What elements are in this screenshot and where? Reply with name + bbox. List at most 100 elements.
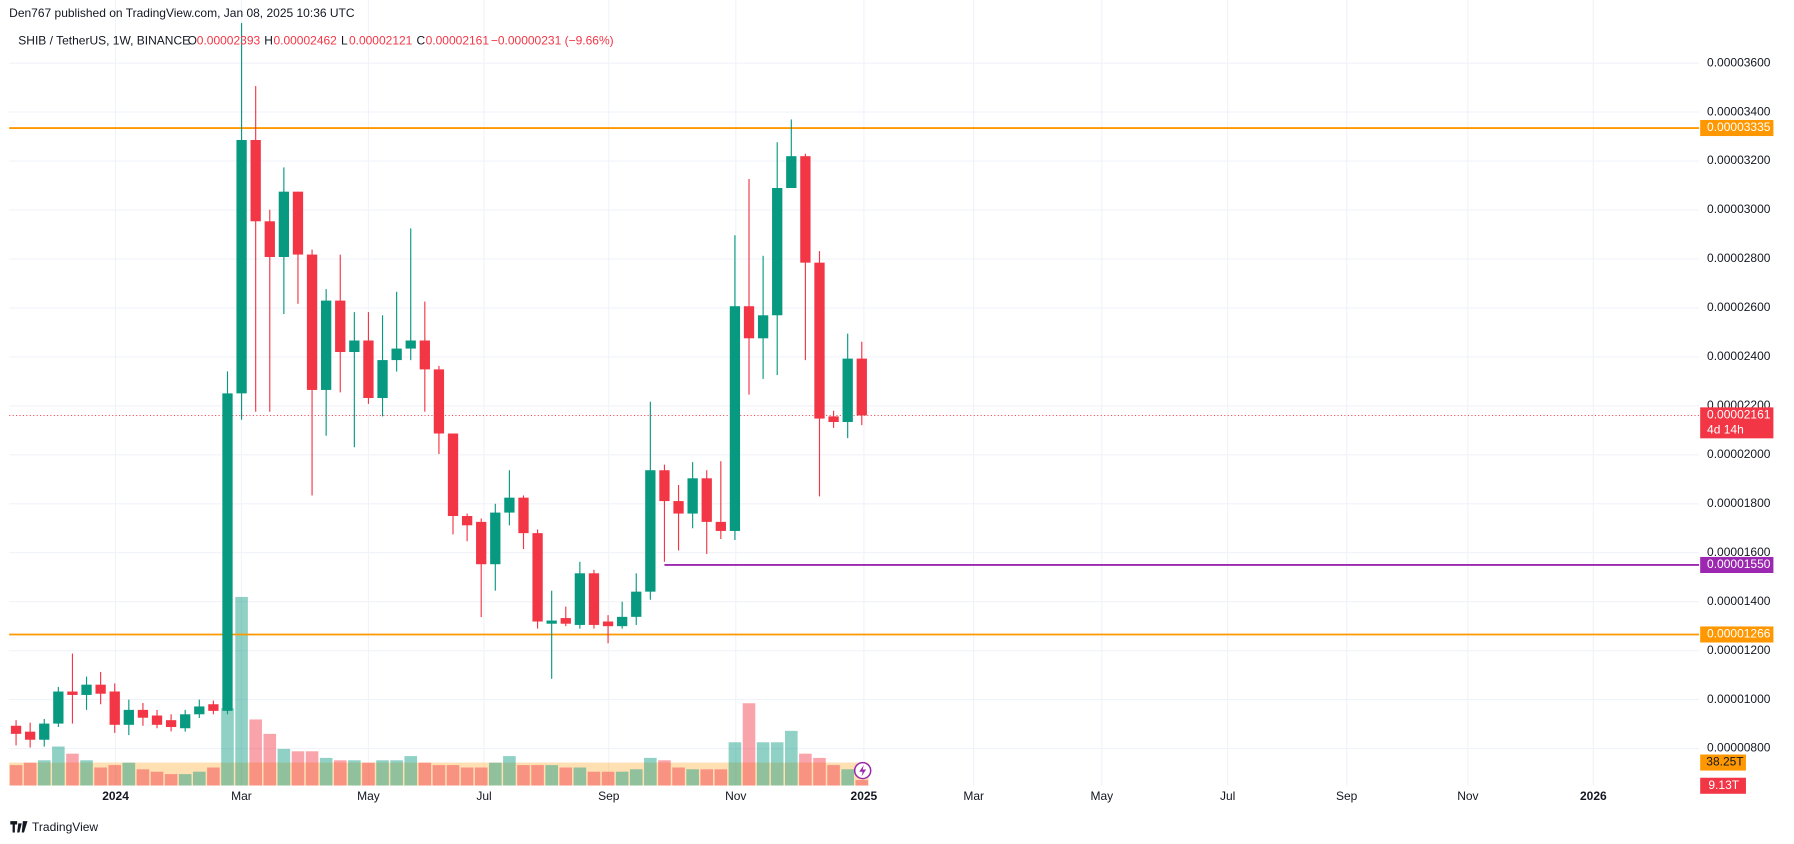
candle-body <box>292 191 304 255</box>
candle-body <box>151 715 163 725</box>
published-note: Den767 published on TradingView.com, Jan… <box>9 6 355 20</box>
volume-bar <box>66 753 79 786</box>
level-label-box <box>1700 119 1774 137</box>
volume-bar <box>108 765 122 786</box>
volume-bar <box>644 757 657 786</box>
candle-body <box>53 691 64 724</box>
candle-body <box>701 478 712 522</box>
candle-body <box>504 497 515 513</box>
volume-bar <box>629 769 643 786</box>
volume-bar <box>686 769 699 786</box>
axes: 0.00003600 0.00003400 0.00003200 0.00003000… <box>102 55 1774 803</box>
candle-body <box>743 306 755 339</box>
x-tick-label: Sep <box>1336 789 1358 803</box>
volume-bar <box>193 771 206 786</box>
level-label: 0.00001550 <box>1707 557 1771 571</box>
candle-body <box>349 340 360 353</box>
candle-body <box>180 714 191 729</box>
volume-bar <box>742 703 756 786</box>
x-tick-label: Sep <box>598 789 620 803</box>
candle-body <box>95 684 106 694</box>
legend-close: 0.00002161 <box>426 33 490 47</box>
candle-body <box>786 156 797 188</box>
candle-body <box>67 691 78 695</box>
volume-bar <box>714 769 728 786</box>
volume-bar <box>80 760 93 786</box>
legend-o: O <box>188 33 197 47</box>
candle-body <box>81 684 92 695</box>
volume-bar <box>305 751 319 786</box>
logo-mark <box>10 821 28 833</box>
volume-bar <box>207 767 220 786</box>
level-label-box <box>1700 626 1774 643</box>
volume-bar <box>531 765 544 786</box>
candle-body <box>39 723 50 740</box>
legend-open: 0.00002393 <box>197 33 261 47</box>
legend-c: C <box>416 33 425 47</box>
volume-bar <box>150 771 164 786</box>
x-tick-label: May <box>357 789 380 803</box>
price-label-box <box>1700 407 1774 439</box>
volume-bar <box>489 762 502 786</box>
candle-body <box>25 731 36 740</box>
volume-bar <box>841 769 854 786</box>
volume-bar <box>291 751 305 786</box>
y-tick-label: 0.00001000 <box>1707 692 1771 706</box>
volume-bar <box>122 762 136 786</box>
x-tick-label: Mar <box>963 789 984 803</box>
volume-bar <box>390 760 403 786</box>
legend-l: L <box>341 33 348 47</box>
candle-body <box>842 358 853 423</box>
volume-bar <box>263 733 277 786</box>
candle-body <box>222 393 233 711</box>
volume-bar <box>348 760 361 786</box>
volume-bar <box>319 757 333 786</box>
candle-body <box>814 262 825 419</box>
candle-body <box>617 616 628 627</box>
x-tick-label: May <box>1090 789 1113 803</box>
candle-body <box>405 340 416 349</box>
candle-body <box>306 254 318 390</box>
volume-last-label: 9.13T <box>1708 778 1739 792</box>
volume-bar <box>418 762 432 786</box>
candle-body <box>391 348 402 361</box>
volume-bar <box>559 767 573 786</box>
volume-bar <box>672 767 685 786</box>
y-tick-label: 0.00003600 <box>1707 55 1771 69</box>
symbol-title: SHIB / TetherUS, 1W, BINANCE <box>18 33 190 47</box>
volume-bar <box>404 756 418 786</box>
candle-body <box>165 720 177 728</box>
candle-body <box>10 725 22 734</box>
candle-body <box>715 521 726 531</box>
candle-body <box>137 709 149 718</box>
volume-bar <box>446 765 460 786</box>
volume-ma-area <box>9 762 869 786</box>
volume-bar <box>855 780 869 786</box>
x-tick-label: Nov <box>725 789 746 803</box>
countdown-label: 4d 14h <box>1707 422 1744 436</box>
volume-bar <box>503 756 516 786</box>
candle-body <box>250 140 261 222</box>
candle-body <box>321 300 332 390</box>
levels <box>9 127 1700 636</box>
icon-bolt[interactable] <box>859 764 867 777</box>
y-tick-label: 0.00000800 <box>1707 741 1771 755</box>
volume-bar <box>164 774 178 786</box>
candles <box>10 23 867 748</box>
x-tick-label: 2024 <box>102 789 129 803</box>
y-tick-label: 0.00002000 <box>1707 447 1771 461</box>
volume-bar <box>178 774 192 786</box>
candle-body <box>659 470 670 502</box>
legend-high: 0.00002462 <box>273 33 337 47</box>
volume-bar <box>362 762 375 786</box>
candle-body <box>757 315 769 339</box>
volume-bar <box>221 708 234 786</box>
volume-bar <box>700 769 714 786</box>
volume-bar <box>813 757 826 786</box>
lightning-icon[interactable] <box>853 761 872 780</box>
candle-body <box>109 691 120 725</box>
candle-body <box>518 497 529 534</box>
candle-body <box>236 140 247 394</box>
x-tick-label: Mar <box>231 789 252 803</box>
